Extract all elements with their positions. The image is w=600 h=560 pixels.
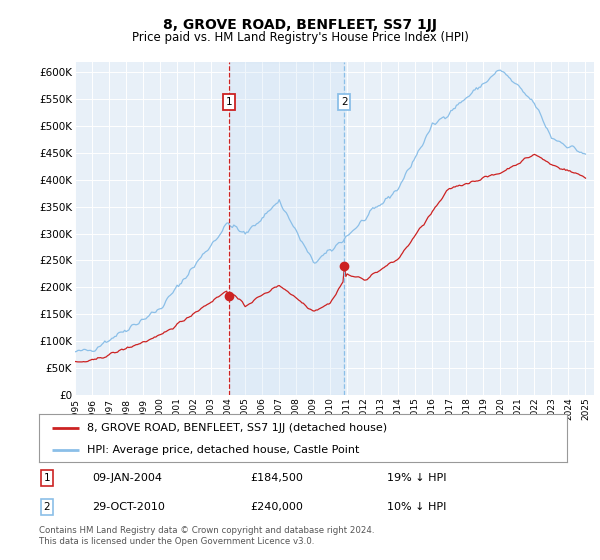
Text: 1: 1: [226, 97, 232, 107]
Text: HPI: Average price, detached house, Castle Point: HPI: Average price, detached house, Cast…: [86, 445, 359, 455]
Text: 09-JAN-2004: 09-JAN-2004: [92, 473, 162, 483]
Text: 8, GROVE ROAD, BENFLEET, SS7 1JJ (detached house): 8, GROVE ROAD, BENFLEET, SS7 1JJ (detach…: [86, 423, 386, 433]
Text: 19% ↓ HPI: 19% ↓ HPI: [388, 473, 447, 483]
Text: 8, GROVE ROAD, BENFLEET, SS7 1JJ: 8, GROVE ROAD, BENFLEET, SS7 1JJ: [163, 18, 437, 32]
Text: £184,500: £184,500: [250, 473, 303, 483]
Text: £240,000: £240,000: [250, 502, 303, 512]
Text: Contains HM Land Registry data © Crown copyright and database right 2024.
This d: Contains HM Land Registry data © Crown c…: [39, 526, 374, 546]
Text: 2: 2: [44, 502, 50, 512]
Text: Price paid vs. HM Land Registry's House Price Index (HPI): Price paid vs. HM Land Registry's House …: [131, 31, 469, 44]
Bar: [229, 62, 344, 395]
Text: 1: 1: [44, 473, 50, 483]
Text: 10% ↓ HPI: 10% ↓ HPI: [388, 502, 447, 512]
Text: 2: 2: [341, 97, 347, 107]
Text: 29-OCT-2010: 29-OCT-2010: [92, 502, 164, 512]
